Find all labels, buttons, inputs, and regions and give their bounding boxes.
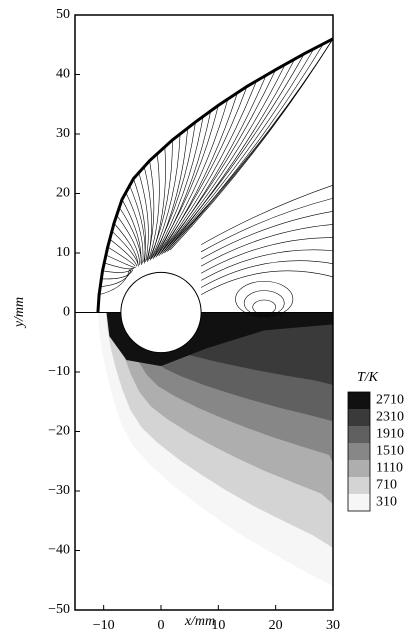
- contour-line: [104, 262, 135, 270]
- colorbar-level: [348, 426, 370, 443]
- colorbar-level: [348, 460, 370, 477]
- contour-line: [109, 238, 138, 267]
- colorbar-level: [348, 443, 370, 460]
- cylinder: [120, 271, 202, 354]
- contour-line: [138, 172, 149, 262]
- contour-line: [155, 110, 211, 258]
- contour-line: [105, 254, 136, 269]
- contour-line: [200, 270, 334, 295]
- contour-line: [100, 269, 132, 288]
- contour-line: [161, 75, 267, 255]
- contour-line: [160, 69, 276, 254]
- contour-line: [121, 199, 142, 264]
- contour-line: [167, 43, 324, 252]
- colorbar-title: T/K: [357, 370, 379, 385]
- contour-line: [153, 116, 204, 258]
- contour-line: [148, 153, 160, 261]
- y-tick-label: 30: [56, 126, 70, 141]
- contour-line: [164, 58, 296, 254]
- colorbar-label: 2710: [376, 393, 404, 408]
- contour-line: [149, 146, 166, 261]
- colorbar-level: [348, 392, 370, 409]
- contour-line: [200, 224, 334, 267]
- contour-line: [200, 197, 334, 253]
- contour-line: [111, 230, 139, 267]
- y-tick-label: −30: [48, 483, 70, 498]
- colorbar-label: 1110: [376, 461, 403, 476]
- contour-line: [133, 178, 146, 262]
- y-tick-label: −10: [48, 364, 70, 379]
- colorbar-level: [348, 477, 370, 494]
- contour-line: [200, 237, 334, 274]
- contour-line: [149, 139, 173, 260]
- x-tick-label: 20: [269, 618, 283, 633]
- y-tick-label: −50: [48, 602, 70, 617]
- x-axis-label: x/mm: [184, 614, 215, 629]
- colorbar-level: [348, 494, 370, 511]
- colorbar-level: [348, 409, 370, 426]
- y-tick-label: 50: [56, 7, 70, 22]
- contour-line: [200, 184, 334, 245]
- contour-line: [152, 128, 189, 260]
- colorbar-label: 1510: [376, 444, 404, 459]
- contour-line: [99, 269, 130, 295]
- contour-line: [169, 38, 334, 251]
- y-tick-label: 10: [56, 245, 70, 260]
- y-axis-label: y/mm: [12, 297, 27, 329]
- colorbar-frame: [347, 391, 371, 512]
- contour-line: [156, 99, 229, 257]
- contour-line: [155, 105, 219, 257]
- colorbar-label: 2310: [376, 410, 404, 425]
- contour-line: [146, 160, 155, 261]
- contour-line: [129, 185, 146, 264]
- contour-line: [107, 246, 136, 267]
- contour-line: [168, 38, 334, 251]
- contour-loop: [235, 280, 294, 318]
- contour-line: [200, 260, 334, 288]
- contour-line: [101, 269, 134, 280]
- y-tick-label: 20: [56, 186, 70, 201]
- x-tick-label: −10: [93, 618, 115, 633]
- contour-lines: [99, 38, 334, 318]
- contour-line: [163, 53, 305, 252]
- contour-line: [159, 80, 257, 255]
- x-tick-label: 0: [158, 618, 165, 633]
- colorbar-label: 310: [376, 495, 397, 510]
- contour-line: [150, 133, 181, 260]
- upper-mask-edge: [75, 312, 333, 313]
- y-tick-label: −20: [48, 424, 70, 439]
- contour-line: [152, 122, 196, 258]
- colorbar-label: 710: [376, 478, 397, 493]
- y-tick-label: 40: [56, 67, 70, 82]
- y-tick-label: −40: [48, 543, 70, 558]
- contour-loop: [252, 299, 276, 315]
- contour-line: [165, 48, 315, 252]
- contour-line: [116, 215, 141, 265]
- colorbar-label: 1910: [376, 427, 404, 442]
- x-tick-label: 10: [211, 618, 225, 633]
- contour-line: [158, 92, 238, 257]
- contour-line: [157, 86, 248, 255]
- contour-loop: [243, 290, 285, 316]
- y-tick-label: 0: [63, 305, 70, 320]
- contour-line: [200, 249, 334, 281]
- contour-line: [125, 192, 144, 264]
- contour-line: [200, 211, 334, 260]
- x-tick-label: 30: [326, 618, 340, 633]
- contour-line: [113, 223, 139, 265]
- contour-line: [162, 64, 286, 254]
- shock: [96, 37, 334, 313]
- contour-line: [143, 166, 152, 262]
